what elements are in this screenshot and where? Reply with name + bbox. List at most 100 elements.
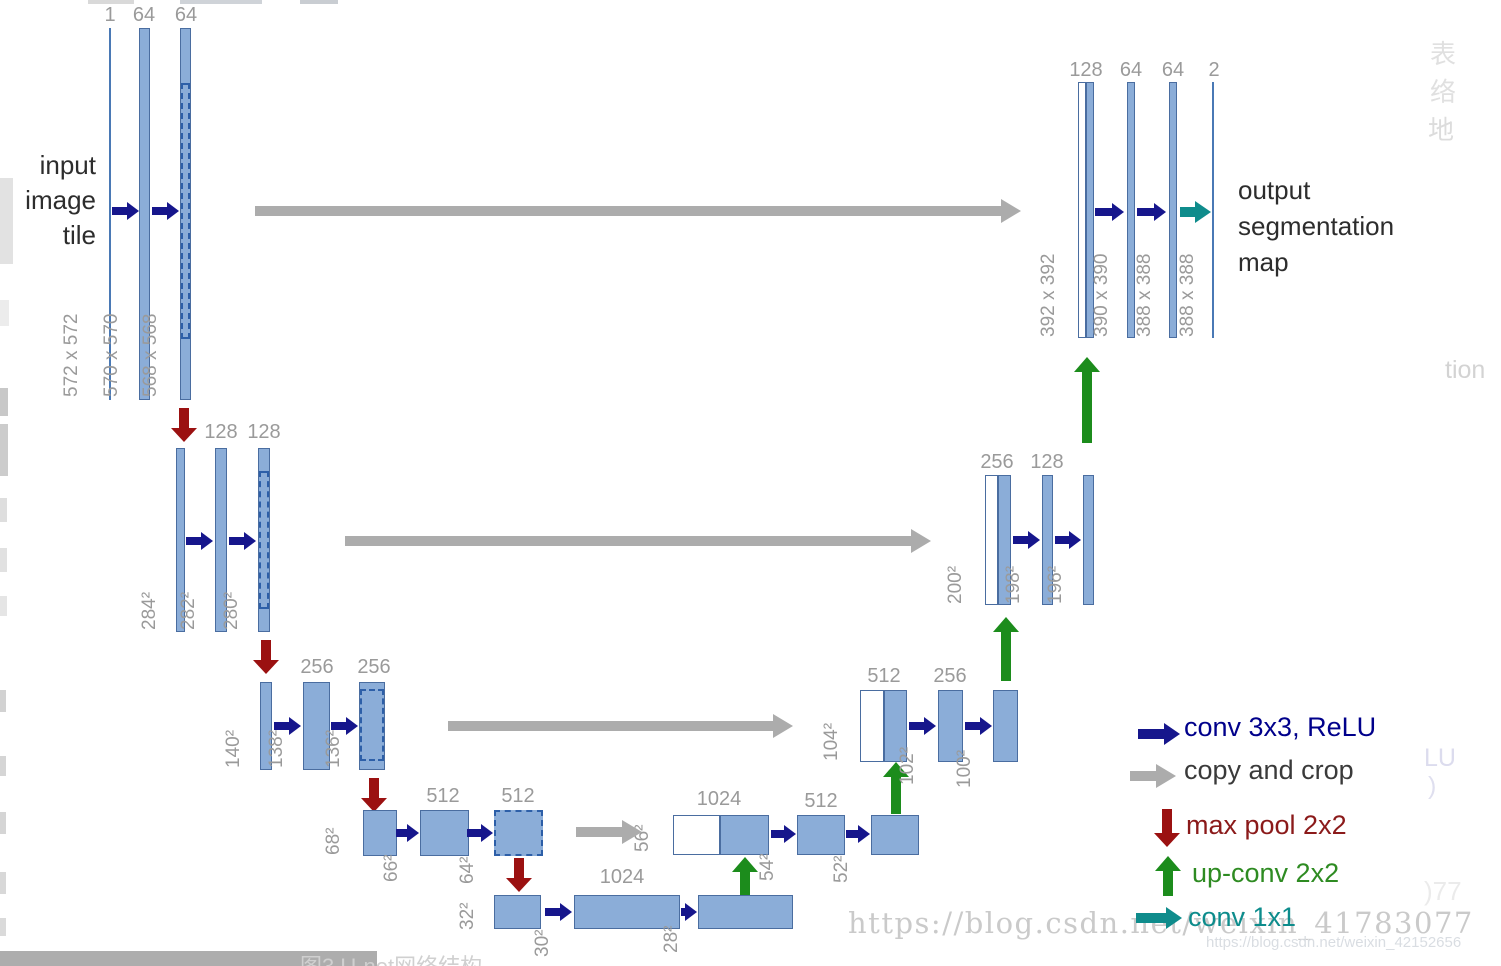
max-pool-arrow [361,778,387,812]
feature-map-bar [359,682,385,770]
size-label: 54² [757,853,778,881]
conv-arrow [545,903,572,921]
feature-map-bar [698,895,793,929]
left-edge-artifact [0,300,9,326]
conv-arrow [1013,531,1040,549]
watermark-right-char: 表 [1430,39,1457,69]
size-label: 572 x 572 [61,313,82,397]
feature-map-bar [180,28,191,400]
size-label: 282² [178,591,199,630]
watermark-ghost-fragment: LU [1424,744,1456,772]
channels-label: 128 [247,421,281,443]
channels-label: 128 [1030,451,1064,473]
size-label: 196² [1045,565,1066,604]
crop-region [259,471,269,609]
feature-map-bar [1169,82,1177,338]
up-conv-arrow [993,617,1019,681]
feature-map-bar [871,815,919,855]
feature-map-bar [998,475,1011,605]
input-annotation: input image tile [25,150,96,250]
feature-map-bar [1212,82,1214,338]
feature-map-bar [1086,82,1094,338]
channels-label: 512 [804,790,838,812]
size-label: 388 x 388 [1134,253,1155,337]
left-edge-artifact [0,596,7,616]
copy-and-crop-arrow [255,199,1021,223]
conv-arrow [229,532,256,550]
channels-label: 128 [204,421,238,443]
feature-map-bar [258,448,270,632]
watermark-ghost-fragment: )77 [1424,876,1462,906]
watermark-ghost-fragment: ) [1428,772,1437,800]
size-label: 30² [532,929,553,957]
max-pool-arrow [171,408,197,442]
size-label: 140² [223,729,244,768]
legend-label-up-conv: up-conv 2x2 [1192,858,1340,888]
feature-map-bar [303,682,330,770]
legend-label-max-pool: max pool 2x2 [1186,810,1347,840]
feature-map-bar [494,895,541,929]
top-edge-artifact [180,0,262,4]
left-edge-artifact [0,918,6,936]
max-pool-arrow [253,640,279,674]
copied-feature-map-bar [860,690,884,762]
size-label: 68² [323,827,344,855]
up-conv-arrow [732,857,758,895]
crop-region [360,689,384,761]
up-conv-arrow [1155,856,1181,896]
size-label: 102² [897,746,918,785]
copied-feature-map-bar [985,475,998,605]
size-label: 64² [457,856,478,884]
conv-arrow [112,202,139,220]
conv-1x1-arrow [1136,907,1182,929]
copy-and-crop-arrow [345,529,931,553]
feature-map-bar [215,448,227,632]
copied-feature-map-bar [673,815,720,855]
watermark-center-url: https://blog.csdn.net/weixin_41783077 [848,906,1474,940]
size-label: 284² [139,591,160,630]
channels-label: 1024 [696,788,742,810]
size-label: 66² [381,854,402,882]
feature-map-bar [574,895,680,929]
watermark-right-char: 络 [1430,77,1457,107]
watermark-right-char: 地 [1428,115,1455,145]
conv-arrow [909,717,936,735]
size-label: 28² [661,925,682,953]
copy-and-crop-arrow [576,820,642,844]
channels-label: 64 [174,4,198,26]
conv-arrow [771,825,796,843]
size-label: 570 x 570 [101,313,122,397]
size-label: 280² [221,591,242,630]
left-edge-artifact [0,498,7,522]
channels-label: 64 [132,4,156,26]
size-label: 200² [945,565,966,604]
conv-arrow [274,717,301,735]
output-annotation: output segmentation map [1238,175,1395,277]
channels-label: 512 [867,665,901,687]
channels-label: 512 [426,785,460,807]
legend-label-copy-crop: copy and crop [1184,755,1354,785]
feature-map-bar [363,810,397,856]
copy-and-crop-arrow [448,714,793,738]
feature-map-bar [797,815,845,855]
channels-label: 512 [501,785,535,807]
feature-map-bar [176,448,185,632]
bottom-left-bar-artifact [0,951,377,966]
conv-arrow [396,824,419,842]
channels-label: 1024 [599,866,645,888]
size-label: 52² [831,855,852,883]
channels-label: 256 [980,451,1014,473]
up-conv-arrow [1074,357,1100,443]
copied-feature-map-bar [1078,82,1086,338]
feature-map-bar [1083,475,1094,605]
channels-label: 1 [104,4,116,26]
feature-map-bar [938,690,963,762]
size-label: 388 x 388 [1177,253,1198,337]
feature-map-bar [109,28,111,400]
feature-map-bar [884,690,907,762]
channels-label: 128 [1069,59,1103,81]
feature-map-bar [1127,82,1135,338]
conv-arrow [186,532,213,550]
channels-label: 64 [1119,59,1143,81]
